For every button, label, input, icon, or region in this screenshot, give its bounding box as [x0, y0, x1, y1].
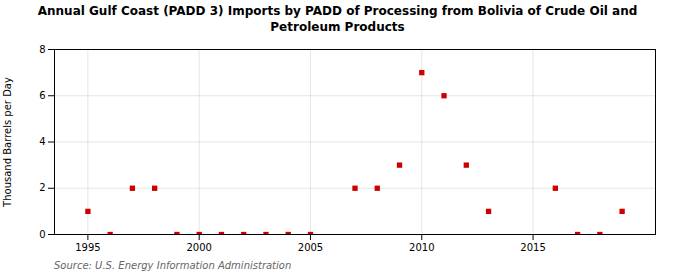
svg-text:Thousand Barrels per Day: Thousand Barrels per Day	[2, 77, 13, 208]
html-text:Annual Gulf Coast (PADD 3) Imp: Annual Gulf Coast (PADD 3) Imports by PA…	[37, 4, 638, 34]
svg-text:2005: 2005	[298, 242, 323, 253]
svg-text:0: 0	[39, 229, 45, 240]
svg-text:8: 8	[39, 44, 45, 55]
svg-text:2015: 2015	[520, 242, 545, 253]
svg-text:1995: 1995	[75, 242, 100, 253]
svg-text:2000: 2000	[186, 242, 211, 253]
svg-text:4: 4	[39, 136, 45, 147]
html-text:Source: U.S. Energy Informatio: Source: U.S. Energy Information Administ…	[54, 260, 292, 272]
svg-text:2010: 2010	[409, 242, 434, 253]
svg-text:2: 2	[39, 183, 45, 194]
svg-text:6: 6	[39, 90, 45, 101]
